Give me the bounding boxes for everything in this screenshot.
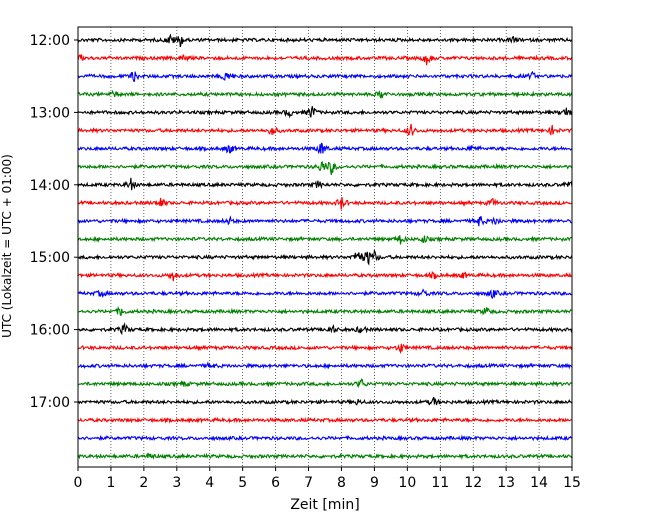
- x-tick-label: 11: [431, 475, 449, 491]
- trace-row: [77, 416, 573, 424]
- y-tick-label: 17:00: [30, 395, 70, 411]
- trace-row: [77, 378, 573, 389]
- seismic-traces: [77, 33, 573, 461]
- trace-row: [77, 215, 573, 227]
- x-tick-label: 7: [304, 475, 313, 491]
- trace-row: [77, 343, 573, 355]
- x-tick-label: 14: [530, 475, 548, 491]
- x-tick-label: 15: [563, 475, 581, 491]
- x-tick-label: 5: [238, 475, 247, 491]
- x-tick-label: 9: [370, 475, 379, 491]
- y-axis-ticks: 12:00 13:00 14:00 15:00 16:00 17:00: [30, 33, 78, 411]
- trace-row: [77, 89, 573, 99]
- trace-row: [77, 177, 573, 191]
- x-axis-label: Zeit [min]: [290, 497, 359, 513]
- trace-row: [77, 235, 573, 245]
- y-tick-label: 16:00: [30, 323, 70, 339]
- trace-row: [77, 70, 573, 82]
- y-tick-label: 12:00: [30, 33, 70, 49]
- grid-lines: [110, 27, 540, 467]
- trace-row: [77, 452, 573, 461]
- trace-row: [77, 106, 573, 119]
- trace-row: [77, 197, 573, 210]
- plot-frame: [77, 26, 573, 468]
- x-tick-label: 12: [464, 475, 482, 491]
- trace-row: [77, 142, 573, 155]
- trace-row: [77, 305, 573, 317]
- trace-row: [77, 360, 573, 370]
- trace-row: [77, 54, 573, 66]
- x-tick-label: 0: [74, 475, 83, 491]
- trace-row: [77, 434, 573, 442]
- trace-row: [77, 123, 573, 136]
- trace-row: [77, 322, 573, 336]
- x-tick-label: 4: [205, 475, 214, 491]
- y-tick-label: 13:00: [30, 105, 70, 121]
- x-tick-label: 13: [497, 475, 515, 491]
- y-tick-label: 15:00: [30, 250, 70, 266]
- trace-row: [77, 160, 573, 175]
- x-tick-label: 10: [398, 475, 416, 491]
- x-tick-label: 1: [106, 475, 115, 491]
- x-axis-ticks: 0 1 2 3 4 5 6 7 8 9 10 11 12 13 14 15: [74, 467, 581, 491]
- trace-row: [77, 248, 573, 266]
- trace-row: [77, 396, 573, 406]
- x-tick-label: 2: [139, 475, 148, 491]
- y-axis-label: UTC (Lokalzeit = UTC + 01:00): [0, 154, 14, 338]
- y-tick-label: 14:00: [30, 178, 70, 194]
- x-tick-label: 8: [337, 475, 346, 491]
- trace-row: [77, 270, 573, 282]
- trace-row: [77, 33, 573, 48]
- trace-row: [77, 288, 573, 300]
- x-tick-label: 3: [172, 475, 181, 491]
- x-tick-label: 6: [271, 475, 280, 491]
